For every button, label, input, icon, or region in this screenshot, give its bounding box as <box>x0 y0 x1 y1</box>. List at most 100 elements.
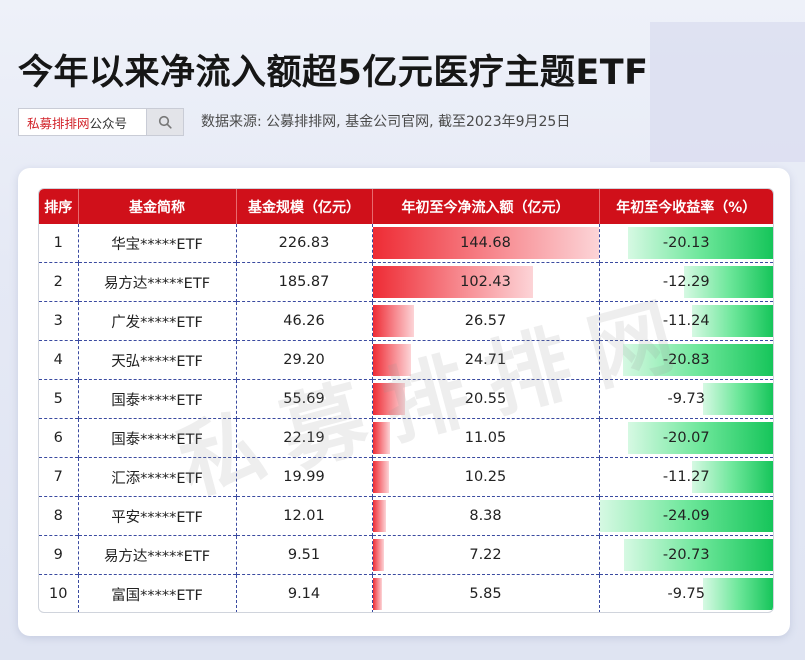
cell-rank: 4 <box>39 340 78 380</box>
table-row: 10 富国*****ETF 9.14 5.85 -9.75 <box>39 574 773 612</box>
cell-rank: 3 <box>39 301 78 341</box>
cell-scale-text: 9.51 <box>287 547 321 563</box>
cell-name-text: 易方达*****ETF <box>103 548 211 565</box>
cell-scale: 55.69 <box>235 379 372 419</box>
cell-rank: 2 <box>39 262 78 302</box>
cell-name: 汇添*****ETF <box>77 457 236 497</box>
cell-inflow-text: 102.43 <box>460 274 511 290</box>
cell-scale-text: 185.87 <box>278 274 330 290</box>
cell-return: -20.13 <box>598 224 773 263</box>
cell-return-text: -20.07 <box>662 430 710 446</box>
inflow-bar <box>372 461 389 493</box>
cell-rank-text: 7 <box>53 469 63 485</box>
cell-scale-text: 46.26 <box>283 313 325 329</box>
table-header-row: 排序 基金简称 基金规模（亿元） 年初至今净流入额（亿元） 年初至今收益率（%） <box>39 189 773 224</box>
search-box[interactable]: 私募排排网 公众号 <box>18 108 184 136</box>
cell-name: 国泰*****ETF <box>77 379 236 419</box>
cell-rank: 8 <box>39 496 78 536</box>
cell-rank-text: 4 <box>53 352 63 368</box>
search-button[interactable] <box>146 109 183 135</box>
cell-inflow-text: 144.68 <box>460 235 511 251</box>
cell-scale: 12.01 <box>235 496 372 536</box>
cell-name-text: 易方达*****ETF <box>103 275 211 292</box>
cell-name: 华宝*****ETF <box>77 224 236 263</box>
cell-name-text: 广发*****ETF <box>111 314 203 331</box>
cell-return-text: -12.29 <box>662 274 710 290</box>
cell-return-text: -11.27 <box>662 469 710 485</box>
cell-scale: 19.99 <box>235 457 372 497</box>
return-bar <box>684 266 773 298</box>
cell-inflow: 24.71 <box>371 340 599 380</box>
cell-return: -11.24 <box>598 301 773 341</box>
cell-inflow: 8.38 <box>371 496 599 536</box>
cell-scale: 226.83 <box>235 224 372 263</box>
header-scale: 基金规模（亿元） <box>235 189 372 224</box>
cell-return: -9.73 <box>598 379 773 419</box>
cell-rank: 9 <box>39 535 78 575</box>
page-title: 今年以来净流入额超5亿元医疗主题ETF <box>18 53 649 93</box>
cell-return-text: -20.83 <box>662 352 710 368</box>
cell-rank-text: 2 <box>53 274 63 290</box>
cell-inflow-text: 7.22 <box>469 547 502 563</box>
inflow-bar <box>372 539 384 571</box>
cell-scale-text: 9.14 <box>287 586 321 602</box>
cell-return: -20.07 <box>598 418 773 458</box>
table-row: 2 易方达*****ETF 185.87 102.43 -12.29 <box>39 262 773 302</box>
cell-scale: 9.51 <box>235 535 372 575</box>
table-row: 4 天弘*****ETF 29.20 24.71 -20.83 <box>39 340 773 380</box>
cell-name: 富国*****ETF <box>77 574 236 612</box>
search-suffix: 公众号 <box>89 115 128 131</box>
cell-rank: 6 <box>39 418 78 458</box>
inflow-bar <box>372 383 405 415</box>
cell-return-text: -9.73 <box>667 391 706 407</box>
header-rank: 排序 <box>39 189 78 224</box>
cell-return: -24.09 <box>598 496 773 536</box>
cell-scale: 46.26 <box>235 301 372 341</box>
cell-scale-text: 55.69 <box>283 391 325 407</box>
return-bar <box>628 422 773 454</box>
cell-name-text: 富国*****ETF <box>111 587 203 604</box>
search-icon <box>158 115 172 129</box>
inflow-bar <box>372 266 533 298</box>
table-row: 7 汇添*****ETF 19.99 10.25 -11.27 <box>39 457 773 497</box>
inflow-bar <box>372 500 386 532</box>
cell-inflow: 10.25 <box>371 457 599 497</box>
cell-rank: 10 <box>39 574 78 612</box>
cell-scale-text: 12.01 <box>283 508 325 524</box>
return-bar <box>702 578 773 610</box>
inflow-bar <box>372 422 390 454</box>
return-bar <box>692 305 773 337</box>
cell-rank-text: 10 <box>49 586 68 602</box>
cell-rank: 7 <box>39 457 78 497</box>
cell-inflow: 102.43 <box>371 262 599 302</box>
table-row: 6 国泰*****ETF 22.19 11.05 -20.07 <box>39 418 773 458</box>
cell-rank-text: 6 <box>53 430 63 446</box>
cell-name: 天弘*****ETF <box>77 340 236 380</box>
cell-scale: 185.87 <box>235 262 372 302</box>
cell-rank-text: 8 <box>53 508 63 524</box>
cell-scale-text: 29.20 <box>283 352 325 368</box>
inflow-bar <box>372 578 382 610</box>
cell-return-text: -11.24 <box>662 313 710 329</box>
cell-return-text: -24.09 <box>662 508 710 524</box>
etf-table: 排序 基金简称 基金规模（亿元） 年初至今净流入额（亿元） 年初至今收益率（%）… <box>38 188 774 613</box>
cell-inflow: 11.05 <box>371 418 599 458</box>
cell-name: 国泰*****ETF <box>77 418 236 458</box>
cell-return-text: -9.75 <box>667 586 706 602</box>
cell-return: -12.29 <box>598 262 773 302</box>
table-row: 9 易方达*****ETF 9.51 7.22 -20.73 <box>39 535 773 575</box>
cell-rank-text: 9 <box>53 547 63 563</box>
cell-scale: 9.14 <box>235 574 372 612</box>
cell-scale-text: 22.19 <box>283 430 325 446</box>
cell-inflow: 7.22 <box>371 535 599 575</box>
inflow-bar <box>372 344 412 376</box>
table-row: 1 华宝*****ETF 226.83 144.68 -20.13 <box>39 224 773 263</box>
background-decoration <box>650 22 805 162</box>
cell-name: 平安*****ETF <box>77 496 236 536</box>
return-bar <box>622 344 773 376</box>
cell-return-text: -20.13 <box>662 235 710 251</box>
cell-scale: 29.20 <box>235 340 372 380</box>
table-row: 8 平安*****ETF 12.01 8.38 -24.09 <box>39 496 773 536</box>
header-return: 年初至今收益率（%） <box>598 189 773 224</box>
return-bar <box>599 500 773 532</box>
